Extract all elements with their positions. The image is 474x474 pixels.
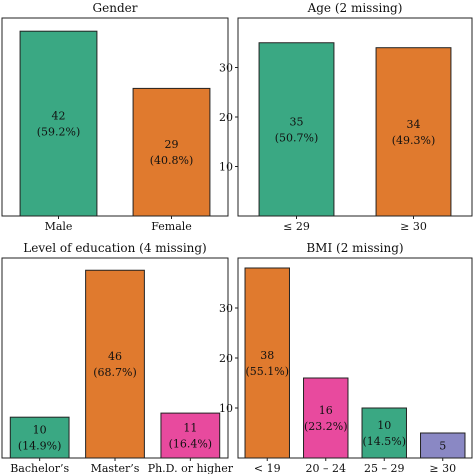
bar-percent-label: (14.5%): [362, 435, 406, 448]
chart-title: Gender: [93, 1, 138, 15]
y-tick-label: 20: [219, 111, 233, 124]
bar-percent-label: (14.9%): [18, 440, 62, 453]
chart-title: Level of education (4 missing): [23, 241, 207, 255]
bar-value-label: 35: [290, 115, 304, 128]
bar-1: [244, 267, 290, 459]
bar-2: [375, 47, 452, 217]
plot-frame: [1, 17, 229, 217]
y-tick-label: 10: [219, 402, 233, 415]
bar-value-label: 10: [377, 419, 391, 432]
bar-percent-label: (23.2%): [304, 420, 348, 433]
x-tick-label: Master’s: [91, 462, 140, 474]
bar-value-label: 29: [165, 138, 179, 151]
chart-title: BMI (2 missing): [306, 241, 403, 255]
chart-title: Age (2 missing): [307, 1, 403, 15]
x-tick-label: Bachelor’s: [10, 462, 69, 474]
bar-percent-label: (68.7%): [93, 366, 137, 379]
x-tick-label: 25 – 29: [364, 462, 405, 474]
y-tick-label: 10: [219, 161, 233, 174]
x-tick-label: < 19: [254, 462, 281, 474]
x-tick-label: ≤ 29: [283, 220, 310, 233]
y-tick-label: 30: [219, 62, 233, 75]
chart-panel-1: Gender Male 42 (59.2%) Female 29 (40.8%): [1, 1, 229, 233]
x-tick-label: 20 – 24: [306, 462, 347, 474]
bar-2: [303, 377, 349, 459]
chart-panel-4: BMI (2 missing) 10 20 30 < 19 38 (55.1%) 20 – 2…: [219, 241, 473, 474]
bar-value-label: 38: [260, 349, 274, 362]
bar-1: [9, 416, 70, 459]
bar-value-label: 42: [52, 110, 66, 123]
bar-1: [19, 30, 98, 217]
chart-panel-2: Age (2 missing) 10 20 30 ≤ 29 35 (50.7%) ≥ 30 34…: [219, 1, 473, 233]
bar-value-label: 10: [33, 424, 47, 437]
bar-percent-label: (40.8%): [150, 154, 194, 167]
bar-2: [132, 87, 211, 217]
y-tick-label: 30: [219, 302, 233, 315]
bar-4: [420, 432, 466, 459]
y-tick-label: 20: [219, 352, 233, 365]
x-tick-label: ≥ 30: [429, 462, 456, 474]
bar-value-label: 34: [407, 118, 421, 131]
x-tick-label: Male: [45, 220, 73, 233]
x-tick-label: Ph.D. or higher: [148, 462, 234, 474]
bar-percent-label: (50.7%): [275, 131, 319, 144]
bar-1: [258, 42, 335, 217]
bar-value-label: 16: [319, 404, 333, 417]
bar-value-label: 11: [183, 422, 197, 435]
bar-value-label: 5: [439, 440, 446, 453]
bar-percent-label: (16.4%): [169, 438, 213, 451]
bar-value-label: 46: [108, 350, 122, 363]
bar-2: [85, 269, 145, 459]
bar-3: [361, 407, 407, 459]
bar-percent-label: (49.3%): [392, 134, 436, 147]
bar-percent-label: (59.2%): [37, 126, 81, 139]
bar-percent-label: (55.1%): [245, 365, 289, 378]
x-tick-label: Female: [151, 220, 192, 233]
x-tick-label: ≥ 30: [400, 220, 427, 233]
bar-3: [160, 412, 221, 459]
chart-panel-3: Level of education (4 missing) Bachelor’s…: [1, 241, 234, 474]
